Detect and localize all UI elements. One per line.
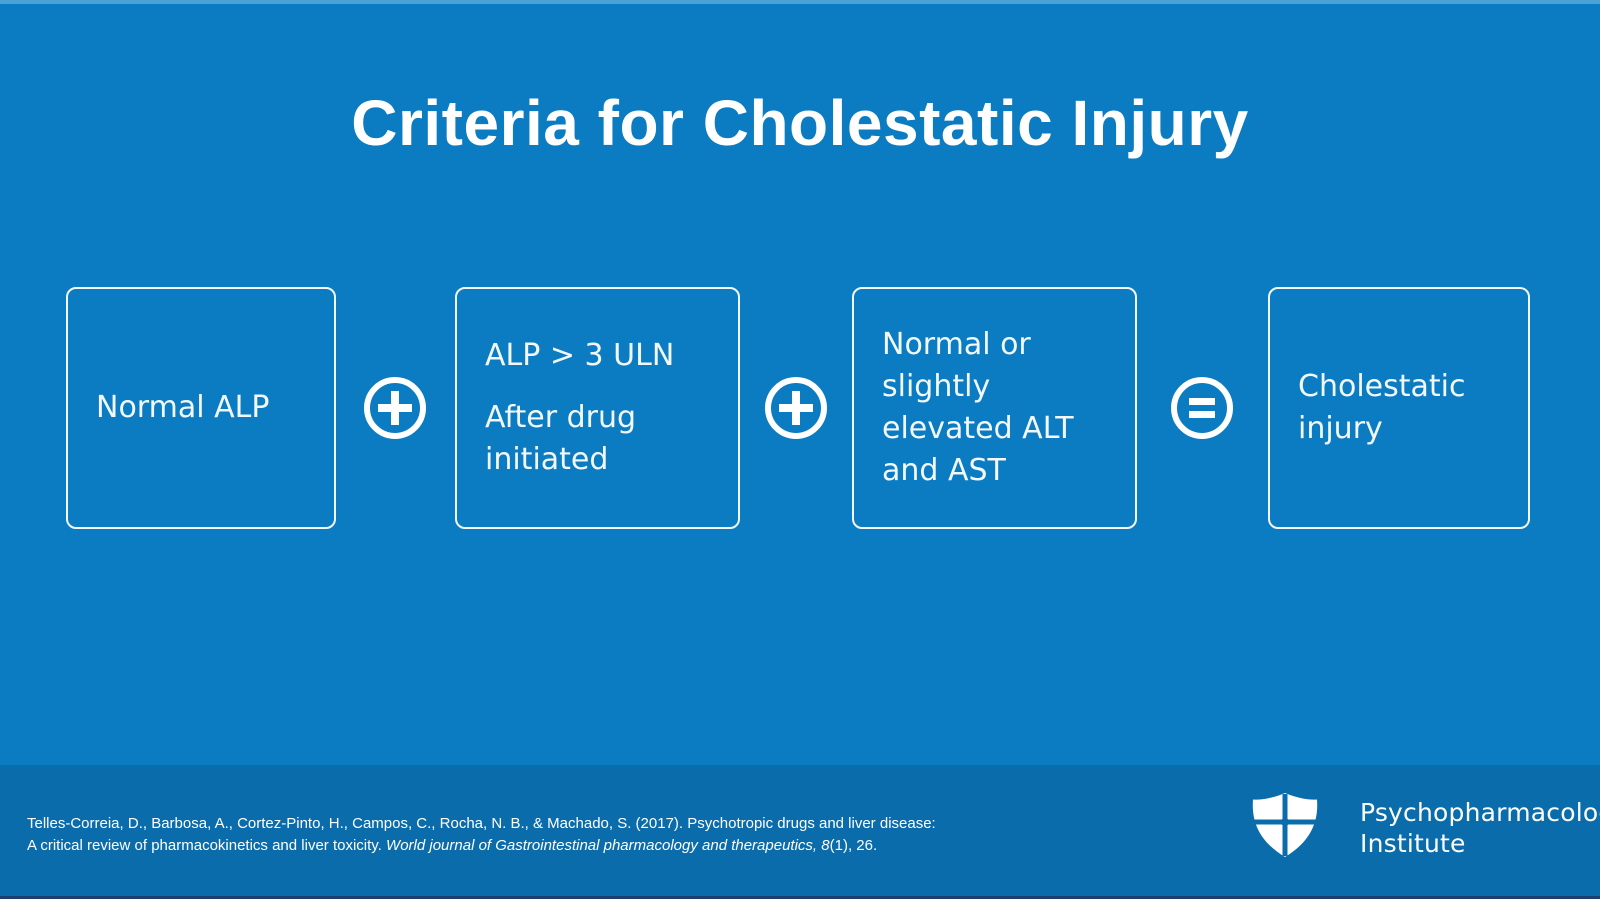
box-line: slightly bbox=[882, 369, 991, 404]
box-cholestatic-injury: Cholestatic injury bbox=[1268, 287, 1530, 529]
box-line: Cholestatic bbox=[1298, 369, 1466, 404]
box-line: initiated bbox=[485, 442, 609, 477]
citation-text: Telles-Correia, D., Barbosa, A., Cortez-… bbox=[27, 813, 947, 857]
shield-cross-icon bbox=[1250, 792, 1320, 858]
brand-name-line2: Institute bbox=[1360, 829, 1466, 858]
slide-title: Criteria for Cholestatic Injury bbox=[351, 86, 1249, 159]
citation-authors: Telles-Correia, D., Barbosa, A., Cortez-… bbox=[27, 815, 936, 854]
citation-issue-pages: (1), 26. bbox=[829, 837, 878, 854]
citation-volume: 8 bbox=[821, 837, 830, 854]
brand-name-line1: Psychopharmacology bbox=[1360, 798, 1600, 827]
footer-bar: Telles-Correia, D., Barbosa, A., Cortez-… bbox=[0, 765, 1600, 899]
box-alt-ast: Normal or slightly elevated ALT and AST bbox=[852, 287, 1137, 529]
citation-journal: World journal of Gastrointestinal pharma… bbox=[386, 837, 822, 854]
bottom-accent-strip bbox=[0, 896, 1600, 899]
box-line: and AST bbox=[882, 453, 1006, 488]
box-alp-over-3-uln: ALP > 3 ULN After drug initiated bbox=[455, 287, 740, 529]
box-line: elevated ALT bbox=[882, 411, 1074, 446]
plus-circle-icon bbox=[362, 375, 428, 441]
top-accent-strip bbox=[0, 0, 1600, 4]
box-line: injury bbox=[1298, 411, 1383, 446]
box-line: ALP > 3 ULN bbox=[485, 338, 675, 373]
brand-name: Psychopharmacology Institute bbox=[1360, 797, 1600, 859]
box-line: Normal ALP bbox=[96, 390, 270, 425]
plus-circle-icon bbox=[763, 375, 829, 441]
box-line: After drug bbox=[485, 400, 637, 435]
box-normal-alp: Normal ALP bbox=[66, 287, 336, 529]
equals-circle-icon bbox=[1169, 375, 1235, 441]
box-line: Normal or bbox=[882, 327, 1031, 362]
